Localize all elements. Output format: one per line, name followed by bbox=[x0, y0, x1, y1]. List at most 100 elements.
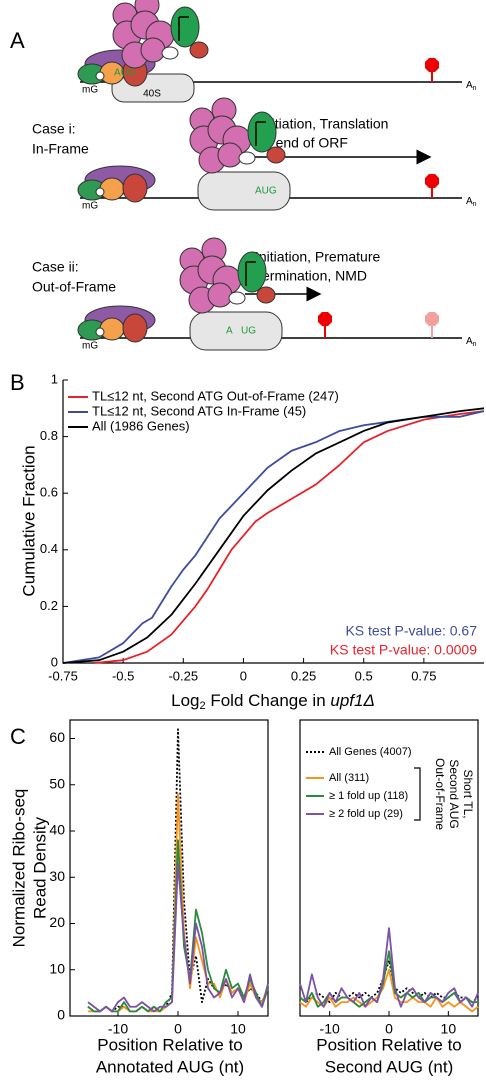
series-line bbox=[299, 927, 479, 1008]
legend-label: All (1986 Genes) bbox=[92, 418, 190, 433]
small-subunit bbox=[189, 311, 283, 351]
polya: An bbox=[466, 80, 477, 92]
x-axis-label: Annotated AUG (nt) bbox=[96, 1057, 244, 1076]
y-tick-label: 0.8 bbox=[40, 428, 58, 443]
diagram-panel-a: A mG AUG 40S An Case i: In-Frame Initiat… bbox=[10, 0, 477, 352]
x-tick-label: -10 bbox=[320, 1021, 340, 1037]
panel-label: B bbox=[10, 370, 25, 395]
cap-complex bbox=[77, 165, 156, 203]
legend-label: ≥ 2 fold up (29) bbox=[329, 808, 403, 820]
ribosome bbox=[189, 97, 286, 174]
polya-label: A bbox=[466, 336, 473, 347]
legend-label: ≥ 1 fold up (118) bbox=[329, 790, 408, 802]
codon-label: AUG bbox=[255, 186, 277, 197]
codon-label: AUG bbox=[114, 68, 136, 79]
y-axis-label: Normalized Ribo-seq bbox=[9, 789, 28, 948]
outcome-label: Initiation, Premature bbox=[255, 249, 380, 265]
case-label: Case ii: bbox=[32, 259, 79, 275]
polya-label: A bbox=[466, 80, 473, 91]
polya: An bbox=[466, 196, 477, 208]
legend-label: All Genes (4007) bbox=[329, 746, 412, 758]
y-axis-label: Cumulative Fraction bbox=[19, 445, 38, 596]
stop-codon bbox=[425, 58, 439, 72]
legend-label: TL≤12 nt, Second ATG In-Frame (45) bbox=[92, 403, 306, 418]
x-axis-label: Position Relative to bbox=[316, 1035, 462, 1054]
x-tick-label: 0 bbox=[240, 668, 247, 683]
ribosome bbox=[112, 0, 209, 69]
legend-label: TL≤12 nt, Second ATG Out-of-Frame (247) bbox=[92, 388, 339, 403]
x-tick-label: 0.75 bbox=[411, 668, 436, 683]
series-line bbox=[88, 793, 269, 1013]
group-label: Out-of-Frame bbox=[433, 758, 447, 830]
x-label-sub: 2 bbox=[200, 700, 206, 712]
x-label-part: Log bbox=[171, 691, 199, 710]
group-label: Short TL, bbox=[461, 769, 475, 818]
series-line bbox=[94, 410, 485, 664]
y-tick-label: 0.6 bbox=[40, 485, 58, 500]
y-tick-label: 1 bbox=[51, 371, 58, 386]
annotation: KS test P-value: 0.67 bbox=[345, 623, 477, 639]
y-tick-label: 0.2 bbox=[40, 598, 58, 613]
x-tick-label: 0.5 bbox=[355, 668, 373, 683]
outcome-label: Termination, NMD bbox=[255, 268, 367, 284]
x-tick-label: -0.75 bbox=[48, 668, 78, 683]
annotation: KS test P-value: 0.0009 bbox=[330, 642, 477, 658]
y-tick-label: 0 bbox=[57, 1007, 65, 1023]
x-tick-label: -0.25 bbox=[168, 668, 198, 683]
x-tick-label: -0.5 bbox=[112, 668, 134, 683]
polya-sub: n bbox=[473, 85, 477, 92]
subunit-label: 40S bbox=[143, 89, 161, 100]
x-axis-label: Second AUG (nt) bbox=[325, 1057, 454, 1076]
series-line bbox=[299, 968, 479, 1013]
y-axis-label: Read Density bbox=[30, 816, 49, 919]
legend-label: All (311) bbox=[329, 772, 369, 784]
case-label: Case i: bbox=[32, 121, 76, 137]
y-tick-label: 30 bbox=[49, 868, 65, 884]
bracket bbox=[414, 767, 421, 821]
cap-label: mG bbox=[82, 85, 98, 96]
polya-sub: n bbox=[473, 201, 477, 208]
case-label: In-Frame bbox=[32, 141, 89, 157]
y-tick-label: 0 bbox=[51, 654, 58, 669]
y-tick-label: 50 bbox=[49, 775, 65, 791]
x-tick-label: -10 bbox=[108, 1021, 128, 1037]
case-label: Out-of-Frame bbox=[32, 279, 116, 295]
y-tick-label: 0.4 bbox=[40, 541, 58, 556]
small-subunit bbox=[197, 171, 291, 211]
series-line bbox=[87, 862, 269, 1013]
x-tick-label: 0.25 bbox=[291, 668, 316, 683]
polya-sub: n bbox=[473, 341, 477, 348]
x-label-part: Fold Change in bbox=[206, 691, 331, 710]
cap-label: mG bbox=[82, 201, 98, 212]
polya: An bbox=[466, 336, 477, 348]
outcome-label: Initiation, Translation bbox=[260, 116, 388, 132]
outcome-label: to end of ORF bbox=[260, 135, 348, 151]
polya-label: A bbox=[466, 196, 473, 207]
cap-label: mG bbox=[82, 341, 98, 352]
series-line bbox=[62, 410, 485, 664]
charts: 0 0.2 0.4 0.6 0.8 1 -0.75 -0.5 -0.25 0 0.25 0.5 0.75… bbox=[9, 370, 485, 1076]
x-tick-label: 0 bbox=[174, 1021, 182, 1037]
stop-codon bbox=[425, 312, 439, 326]
panel-label: A bbox=[10, 28, 25, 53]
group-label: Second AUG bbox=[447, 759, 461, 828]
codon-label: UG bbox=[241, 326, 256, 337]
x-tick-label: 10 bbox=[441, 1021, 457, 1037]
codon-label: A bbox=[226, 326, 233, 337]
stop-codon bbox=[318, 312, 332, 326]
cap-complex bbox=[77, 305, 156, 343]
series-line bbox=[87, 839, 269, 1013]
x-axis-label: Position Relative to bbox=[97, 1035, 243, 1054]
stop-codon bbox=[425, 174, 439, 188]
y-tick-label: 10 bbox=[49, 960, 65, 976]
y-tick-label: 40 bbox=[49, 822, 65, 838]
x-tick-label: 0 bbox=[385, 1021, 393, 1037]
y-tick-label: 20 bbox=[49, 914, 65, 930]
x-label-italic: upf1Δ bbox=[330, 691, 375, 710]
x-axis-label: Log2 Fold Change in upf1Δ bbox=[171, 691, 375, 711]
series-line bbox=[62, 407, 485, 664]
y-tick-label: 60 bbox=[49, 729, 65, 745]
plot-frame bbox=[69, 719, 269, 1017]
x-tick-label: 10 bbox=[230, 1021, 246, 1037]
